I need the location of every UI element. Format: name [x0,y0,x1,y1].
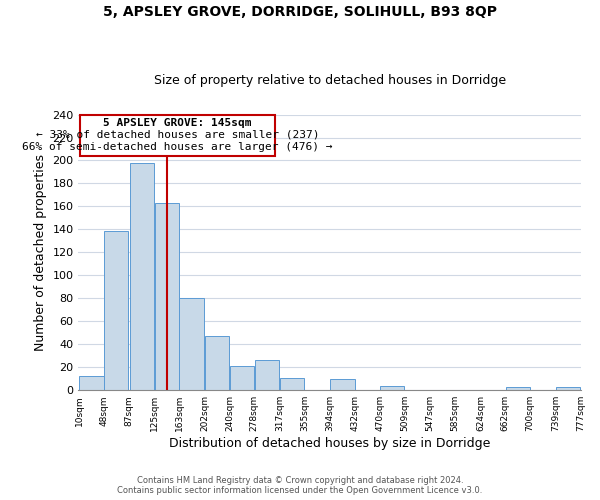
Title: Size of property relative to detached houses in Dorridge: Size of property relative to detached ho… [154,74,506,87]
Bar [280,378,304,390]
Bar [254,360,279,390]
Bar [380,386,404,390]
Bar [79,376,104,390]
Bar [130,163,154,390]
Text: 5 APSLEY GROVE: 145sqm: 5 APSLEY GROVE: 145sqm [103,118,252,128]
FancyBboxPatch shape [80,114,275,156]
Bar [205,336,229,390]
X-axis label: Distribution of detached houses by size in Dorridge: Distribution of detached houses by size … [169,437,490,450]
Bar [230,366,254,390]
Text: 5, APSLEY GROVE, DORRIDGE, SOLIHULL, B93 8QP: 5, APSLEY GROVE, DORRIDGE, SOLIHULL, B93… [103,5,497,19]
Y-axis label: Number of detached properties: Number of detached properties [34,154,47,351]
Bar [104,230,128,390]
Bar [506,387,530,390]
Bar [179,298,203,390]
Text: Contains HM Land Registry data © Crown copyright and database right 2024.
Contai: Contains HM Land Registry data © Crown c… [118,476,482,495]
Bar [155,203,179,390]
Bar [556,387,580,390]
Text: ← 33% of detached houses are smaller (237): ← 33% of detached houses are smaller (23… [36,130,319,140]
Bar [331,378,355,390]
Text: 66% of semi-detached houses are larger (476) →: 66% of semi-detached houses are larger (… [22,142,333,152]
